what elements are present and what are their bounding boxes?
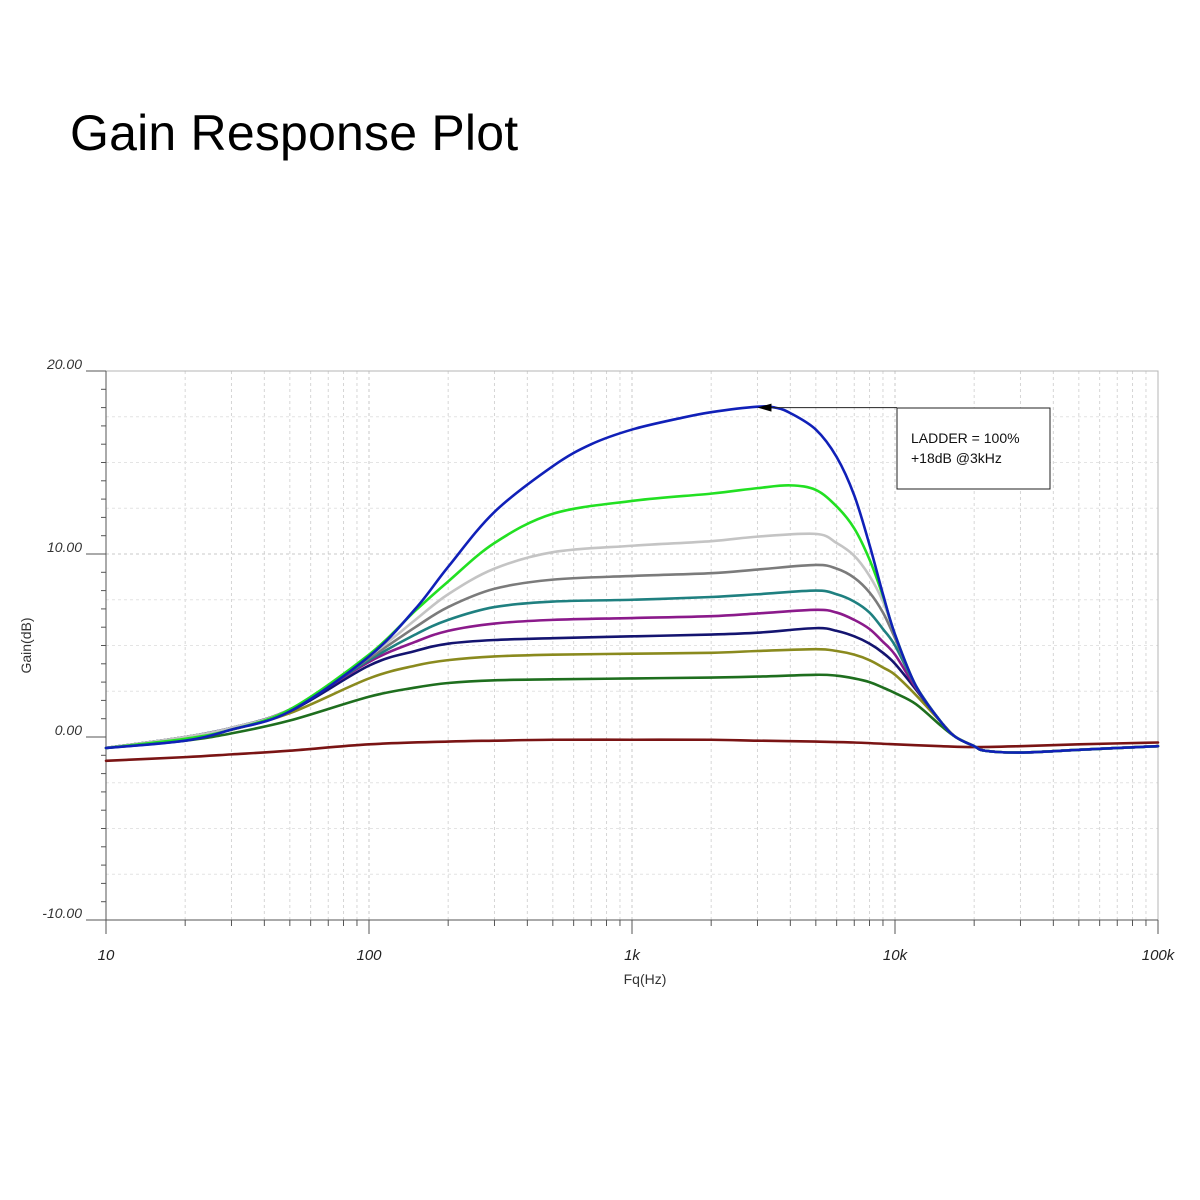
axes bbox=[86, 370, 1159, 934]
annotation: LADDER = 100% +18dB @3kHz bbox=[757, 403, 1051, 490]
annotation-arrowhead bbox=[757, 403, 772, 412]
x-axis-label: Fq(Hz) bbox=[624, 971, 667, 987]
page-title: Gain Response Plot bbox=[70, 105, 519, 161]
y-axis-label: Gain(dB) bbox=[18, 617, 34, 673]
x-tick-label: 100k bbox=[1142, 947, 1176, 964]
x-tick-label: 10k bbox=[883, 947, 909, 964]
annotation-line-1: LADDER = 100% bbox=[911, 430, 1020, 446]
y-tick-label: 10.00 bbox=[47, 539, 82, 555]
tick-labels: -10.00 0.00 10.00 20.00 10 100 1k 10k 100k bbox=[42, 356, 1175, 964]
series-line-1 bbox=[104, 405, 1160, 754]
annotation-line-2: +18dB @3kHz bbox=[911, 450, 1002, 466]
y-tick-label: 0.00 bbox=[55, 722, 82, 738]
y-tick-label: -10.00 bbox=[42, 905, 82, 921]
y-tick-label: 20.00 bbox=[46, 356, 82, 372]
grid bbox=[106, 371, 1158, 920]
series-group bbox=[104, 405, 1160, 763]
x-tick-label: 1k bbox=[624, 947, 641, 964]
x-tick-label: 10 bbox=[98, 947, 115, 964]
annotation-box bbox=[896, 407, 1051, 490]
x-tick-label: 100 bbox=[356, 947, 382, 964]
